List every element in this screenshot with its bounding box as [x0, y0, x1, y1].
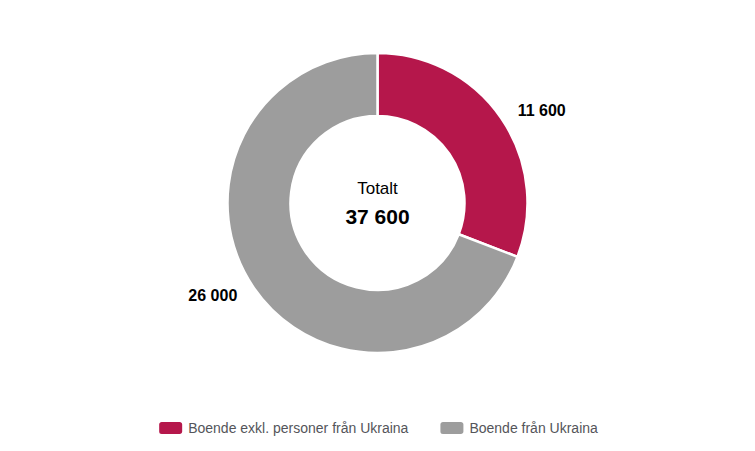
svg-text:11 600: 11 600	[518, 102, 566, 119]
svg-text:Boende från Ukraina: Boende från Ukraina	[469, 420, 598, 436]
svg-text:Boende exkl. personer från Ukr: Boende exkl. personer från Ukraina	[188, 420, 408, 436]
svg-text:26 000: 26 000	[188, 287, 237, 304]
svg-text:37 600: 37 600	[345, 205, 409, 228]
svg-text:Totalt: Totalt	[357, 179, 398, 198]
